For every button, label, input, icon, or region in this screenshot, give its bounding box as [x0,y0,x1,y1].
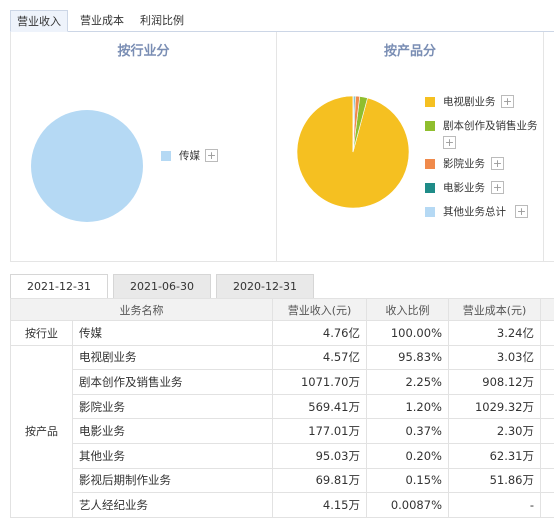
expand-plus-icon[interactable]: + [491,157,504,170]
row-extra [540,320,554,346]
tab-period-2020-12-31[interactable]: 2020-12-31 [216,274,314,298]
row-revenue: 569.41万 [272,393,367,420]
chart-tabs: 营业收入 营业成本 利润比例 [10,10,554,32]
table-row: 艺人经纪业务 4.15万 0.0087% - [11,492,554,518]
row-ratio: 100.00% [366,320,449,346]
row-extra [540,393,554,420]
row-ratio: 2.25% [366,369,449,395]
row-cost: 51.86万 [448,467,541,494]
row-revenue: 177.01万 [272,418,367,444]
row-extra [540,492,554,518]
row-revenue: 1071.70万 [272,369,367,395]
row-cost: 62.31万 [448,442,541,469]
row-ratio: 0.37% [366,418,449,444]
tab-profit-ratio[interactable]: 利润比例 [140,14,184,27]
legend-label: 影院业务 [443,158,485,170]
business-breakdown-table: 业务名称 营业收入(元) 收入比例 营业成本(元) 按行业 传媒 4.76亿 1… [10,298,554,518]
row-extra [540,369,554,395]
tab-period-2021-06-30[interactable]: 2021-06-30 [113,274,211,298]
row-ratio: 1.20% [366,393,449,420]
industry-pie-chart [31,110,143,222]
row-ratio: 0.15% [366,467,449,494]
tab-cost[interactable]: 营业成本 [80,14,124,27]
row-cost: - [448,492,541,518]
group-label-industry: 按行业 [10,320,73,346]
legend-label: 电视剧业务 [443,96,496,108]
tab-revenue[interactable]: 营业收入 [10,10,68,32]
legend-swatch [425,159,435,169]
row-ratio: 95.83% [366,344,449,371]
legend-label: 其他业务总计 [443,206,506,218]
legend-swatch [425,121,435,131]
row-name: 电视剧业务 [72,344,273,371]
product-pie-chart [296,95,410,209]
row-cost: 2.30万 [448,418,541,444]
col-header-extra [540,298,554,321]
row-ratio: 0.0087% [366,492,449,518]
product-pie-title: 按产品分 [383,44,436,59]
col-header-ratio: 收入比例 [366,298,449,321]
row-cost: 1029.32万 [448,393,541,420]
row-cost: 3.24亿 [448,320,541,346]
row-revenue: 69.81万 [272,467,367,494]
table-row: 影视后期制作业务 69.81万 0.15% 51.86万 [11,467,554,494]
expand-plus-icon[interactable]: + [491,181,504,194]
pie-panel: 按行业分 按产品分 传媒 + 电视剧业务 + 剧本创作及销售业务 + 影院业务 … [10,32,554,262]
row-ratio: 0.20% [366,442,449,469]
row-name: 其他业务 [72,442,273,469]
row-revenue: 4.57亿 [272,344,367,371]
row-cost: 908.12万 [448,369,541,395]
row-name: 剧本创作及销售业务 [72,369,273,395]
row-name: 影视后期制作业务 [72,467,273,494]
legend-swatch [425,97,435,107]
legend-label: 电影业务 [443,182,485,194]
legend-swatch [425,183,435,193]
expand-plus-icon[interactable]: + [443,136,456,149]
pie-slice[interactable] [352,95,355,153]
row-name: 艺人经纪业务 [72,492,273,518]
table-row: 电影业务 177.01万 0.37% 2.30万 [11,418,554,444]
row-revenue: 4.15万 [272,492,367,518]
col-header-revenue: 营业收入(元) [272,298,367,321]
expand-plus-icon[interactable]: + [501,95,514,108]
panel-divider [543,32,544,262]
pie-slice[interactable] [31,110,143,222]
table-header-row: 业务名称 营业收入(元) 收入比例 营业成本(元) [10,298,554,321]
row-name: 电影业务 [72,418,273,444]
legend-swatch [425,207,435,217]
row-extra [540,418,554,444]
tab-period-2021-12-31[interactable]: 2021-12-31 [10,274,108,298]
row-revenue: 4.76亿 [272,320,367,346]
legend-swatch [161,151,171,161]
expand-plus-icon[interactable]: + [205,149,218,162]
table-row: 按行业 传媒 4.76亿 100.00% 3.24亿 [10,320,554,346]
group-label-product: 按产品 [10,344,73,518]
period-tabs: 2021-12-31 2021-06-30 2020-12-31 [10,274,554,298]
legend-label: 剧本创作及销售业务 [443,120,538,132]
row-revenue: 95.03万 [272,442,367,469]
table-row: 影院业务 569.41万 1.20% 1029.32万 [11,393,554,420]
row-extra [540,344,554,371]
table-row: 按产品 电视剧业务 4.57亿 95.83% 3.03亿 [10,344,554,518]
table-row: 剧本创作及销售业务 1071.70万 2.25% 908.12万 [11,369,554,395]
legend-label: 传媒 [179,150,200,162]
row-name: 传媒 [72,320,273,346]
industry-pie-title: 按行业分 [117,44,170,59]
row-extra [540,467,554,494]
row-name: 影院业务 [72,393,273,420]
expand-plus-icon[interactable]: + [515,205,528,218]
row-cost: 3.03亿 [448,344,541,371]
col-header-business-name: 业务名称 [10,298,273,321]
row-extra [540,442,554,469]
panel-divider [276,32,277,262]
col-header-cost: 营业成本(元) [448,298,541,321]
table-row: 其他业务 95.03万 0.20% 62.31万 [11,442,554,469]
